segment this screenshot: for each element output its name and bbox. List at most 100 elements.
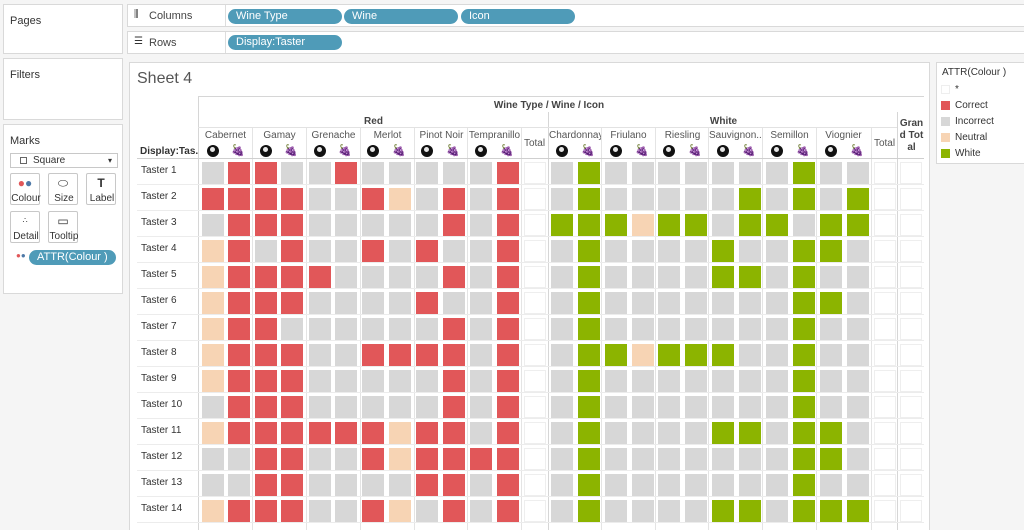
group-red-label: Red [364,116,383,127]
heatmap-cell [712,474,734,496]
legend-swatch[interactable] [941,101,950,110]
heatmap-cell [281,448,303,470]
row-divider [137,392,924,393]
total-cell [524,448,546,470]
heatmap-cell [309,370,331,392]
rows-label: Rows [149,37,177,49]
legend-label[interactable]: Incorrect [955,116,994,127]
heatmap-cell [443,448,465,470]
heatmap-cell [658,318,680,340]
heatmap-cell [281,292,303,314]
heatmap-cell [685,188,707,210]
heatmap-cell [739,266,761,288]
heatmap-cell [202,396,224,418]
heatmap-cell [739,214,761,236]
heatmap-cell [793,474,815,496]
heatmap-cell [793,448,815,470]
heatmap-cell [766,318,788,340]
size-button[interactable]: ⬭ Size [48,173,78,205]
detail-button[interactable]: ∴ Detail [10,211,40,243]
grand-total-cell [900,266,922,288]
wine-header: Tempranillo [468,130,521,141]
legend-swatch[interactable] [941,149,950,158]
legend-label[interactable]: * [955,84,959,95]
heatmap-cell [712,500,734,522]
heatmap-cell [362,240,384,262]
group-white-label: White [709,116,738,127]
heatmap-cell [766,266,788,288]
legend-label[interactable]: Neutral [955,132,988,143]
mark-type-value: Square [33,155,66,166]
total-cell [874,214,896,236]
heatmap-cell [685,292,707,314]
grand-total-cell [900,188,922,210]
icon-pill[interactable]: Icon [461,9,575,24]
globe-icon [663,145,675,157]
label-button-label: Label [89,193,115,204]
filters-label: Filters [10,69,40,81]
legend-swatch[interactable] [941,117,950,126]
grand-total-cell [900,448,922,470]
heatmap-cell [470,500,492,522]
heatmap-cell [497,500,519,522]
legend-swatch[interactable] [941,133,950,142]
pages-label: Pages [10,15,42,27]
display-taster-pill[interactable]: Display:Taster [228,35,342,50]
grand-total-cell [900,318,922,340]
heatmap-cell [335,422,357,444]
heatmap-cell [362,500,384,522]
heatmap-cell [389,396,411,418]
taster-row-label: Taster 4 [141,243,177,254]
heatmap-cell [766,188,788,210]
chevron-down-icon: ▾ [107,156,112,165]
total-cell [874,448,896,470]
white-total-divider [871,128,872,530]
heatmap-cell [632,162,654,184]
heatmap-cell [335,162,357,184]
heatmap-cell [202,422,224,444]
heatmap-cell [362,266,384,288]
mark-type-dropdown[interactable]: Square ▾ [10,153,118,168]
heatmap-cell [847,292,869,314]
heatmap-cell [202,370,224,392]
legend-swatch[interactable] [941,85,950,94]
attr-colour-pill[interactable]: ATTR(Colour ) [29,250,116,265]
colour-button[interactable]: ●● Colour [10,173,41,205]
wine-type-pill[interactable]: Wine Type [228,9,342,24]
heatmap-cell [766,448,788,470]
legend-label[interactable]: Correct [955,100,988,111]
wine-divider [762,128,763,530]
row-divider [137,314,924,315]
heatmap-cell [497,370,519,392]
grapes-icon: 🍇 [392,145,406,157]
heatmap-cell [202,266,224,288]
heatmap-cell [443,240,465,262]
heatmap-cell [632,266,654,288]
total-cell [874,292,896,314]
heatmap-cell [578,422,600,444]
heatmap-cell [335,188,357,210]
heatmap-cell [847,474,869,496]
heatmap-cell [632,214,654,236]
heatmap-cell [255,292,277,314]
columns-label: Columns [149,10,193,22]
heatmap-cell [470,188,492,210]
heatmap-cell [658,500,680,522]
heatmap-cell [202,214,224,236]
wine-pill[interactable]: Wine [344,9,458,24]
taster-row-label: Taster 7 [141,321,177,332]
label-button[interactable]: T Label [86,173,116,205]
heatmap-cell [281,240,303,262]
heatmap-cell [497,162,519,184]
heatmap-cell [497,422,519,444]
heatmap-cell [605,162,627,184]
heatmap-cell [309,318,331,340]
heatmap-cell [228,188,250,210]
heatmap-cell [820,448,842,470]
heatmap-cell [658,240,680,262]
heatmap-cell [255,162,277,184]
heatmap-cell [416,500,438,522]
legend-label[interactable]: White [955,148,981,159]
tooltip-button[interactable]: ▭ Tooltip [48,211,78,243]
marks-label: Marks [10,135,40,147]
